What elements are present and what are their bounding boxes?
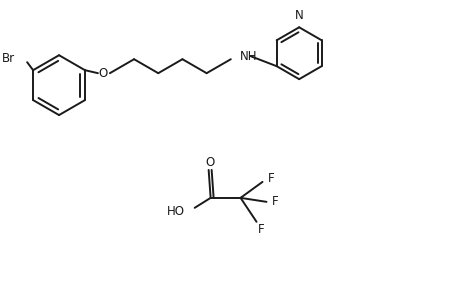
Text: F: F: [267, 172, 274, 185]
Text: O: O: [98, 67, 108, 80]
Text: F: F: [272, 195, 278, 208]
Text: F: F: [257, 223, 264, 236]
Text: Br: Br: [2, 52, 15, 65]
Text: NH: NH: [240, 50, 257, 63]
Text: HO: HO: [167, 205, 185, 218]
Text: O: O: [205, 156, 214, 170]
Text: N: N: [295, 9, 304, 22]
